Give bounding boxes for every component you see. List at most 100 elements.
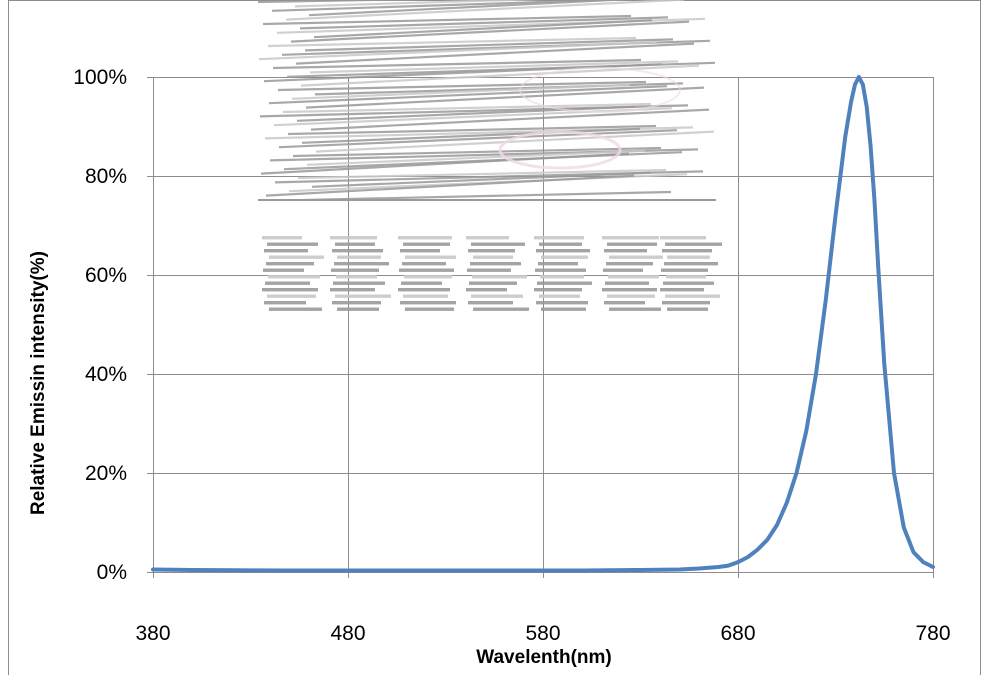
watermark-letter-block [400,249,440,252]
watermark-letter-block [337,308,379,311]
watermark-letter-block [332,249,383,252]
watermark-letter-block [263,269,304,272]
watermark-letter-block [332,301,381,304]
watermark-letter-block [398,236,452,239]
watermark-letter-block [335,243,375,246]
x-tick-label-3: 680 [720,622,755,645]
watermark-letter-block [262,236,302,239]
watermark-letter-block [268,275,320,278]
watermark-letter-block [608,275,659,278]
x-tick-labels: 380 480 580 680 780 [135,622,950,645]
watermark-letter-block [661,269,708,272]
watermark-letter-block [535,269,586,272]
watermark-logo [258,0,722,311]
watermark-letter-block [604,249,647,252]
watermark-letter-block [405,308,454,311]
watermark-letter-block [336,275,377,278]
watermark-letter-block [466,288,507,291]
watermark-letter-block [331,269,379,272]
x-tick-label-2: 580 [525,622,560,645]
watermark-letter-block [660,288,704,291]
watermark-letter-block [664,262,718,265]
x-tick-label-0: 380 [135,622,170,645]
watermark-letter-block [401,282,442,285]
watermark-letter-block [665,243,722,246]
watermark-letter-block [334,262,389,265]
y-tick-labels: 0% 20% 40% 60% 80% 100% [73,66,127,584]
watermark-letter-block [269,308,322,311]
y-axis-title: Relative Emissin intensity(%) [28,251,49,515]
watermark-letter-block [667,256,710,259]
watermark-letter-block [666,275,706,278]
watermark-letter-block [468,249,515,252]
watermark-letter-block [473,308,529,311]
watermark-letter-block [665,295,720,298]
watermark-letter-block [603,269,643,272]
watermark-letter-block [398,288,450,291]
watermark-letter-block [541,308,586,311]
watermark-letter-block [602,288,657,291]
watermark-letter-block [472,275,527,278]
watermark-letter-block [333,282,385,285]
watermark-letter-block [337,256,381,259]
watermark-letter-block [609,256,663,259]
watermark-letter-block [607,295,655,298]
watermark-letter-block [399,269,454,272]
watermark-letter-block [473,256,513,259]
watermark-letter-block [267,243,318,246]
y-tick-label-0: 0% [97,561,127,584]
watermark-letter-block [469,282,517,285]
y-tick-label-4: 80% [85,165,127,188]
watermark-letter-block [470,262,521,265]
watermark-letter-block [539,295,580,298]
y-tick-label-1: 20% [85,462,127,485]
watermark-letter-block [330,288,375,291]
watermark-letter-block [269,256,324,259]
watermark-letter-block [539,243,582,246]
watermark-letter-block [663,282,714,285]
watermark-letter-block [267,295,316,298]
x-axis-title: Wavelenth(nm) [476,647,611,668]
y-tick-label-5: 100% [73,66,127,89]
y-tick-label-3: 60% [85,264,127,287]
watermark-letter-block [405,256,456,259]
watermark-letter-block [605,282,649,285]
watermark-letter-block [602,236,659,239]
watermark-letter-block [471,243,525,246]
watermark-letter-block [604,301,645,304]
watermark-letter-block [538,262,578,265]
x-tick-label-4: 780 [915,622,950,645]
watermark-letter-block [265,282,310,285]
watermark-letter-block [335,295,391,298]
watermark-letter-block [667,308,708,311]
x-tick-label-1: 480 [330,622,365,645]
watermark-letter-block [662,249,712,252]
watermark-letter-block [264,249,308,252]
watermark-letter-block [660,236,706,239]
watermark-letter-block [468,301,513,304]
watermark-stripes [258,0,716,205]
watermark-letter-block [662,301,710,304]
watermark-letter-block [540,275,584,278]
watermark-letter-block [402,262,446,265]
watermark-letter-block [471,295,523,298]
watermark-letter-block [404,275,452,278]
watermark-letter-block [264,301,306,304]
watermark-letter-block [262,288,318,291]
watermark-letter-block [607,243,657,246]
watermark-letter-block [466,236,509,239]
y-tick-label-2: 40% [85,363,127,386]
watermark-letter-block [330,236,377,239]
watermark-letter-block [537,282,592,285]
watermark-letter-block [534,236,584,239]
watermark-letter-block [467,269,511,272]
watermark-letter-block [266,262,314,265]
watermark-letter-block [536,301,588,304]
watermark-letter-block [606,262,653,265]
watermark-lettering [262,236,722,311]
watermark-letter-block [403,243,450,246]
watermark-letter-block [609,308,661,311]
watermark-letter-block [534,288,582,291]
watermark-letter-block [403,295,448,298]
